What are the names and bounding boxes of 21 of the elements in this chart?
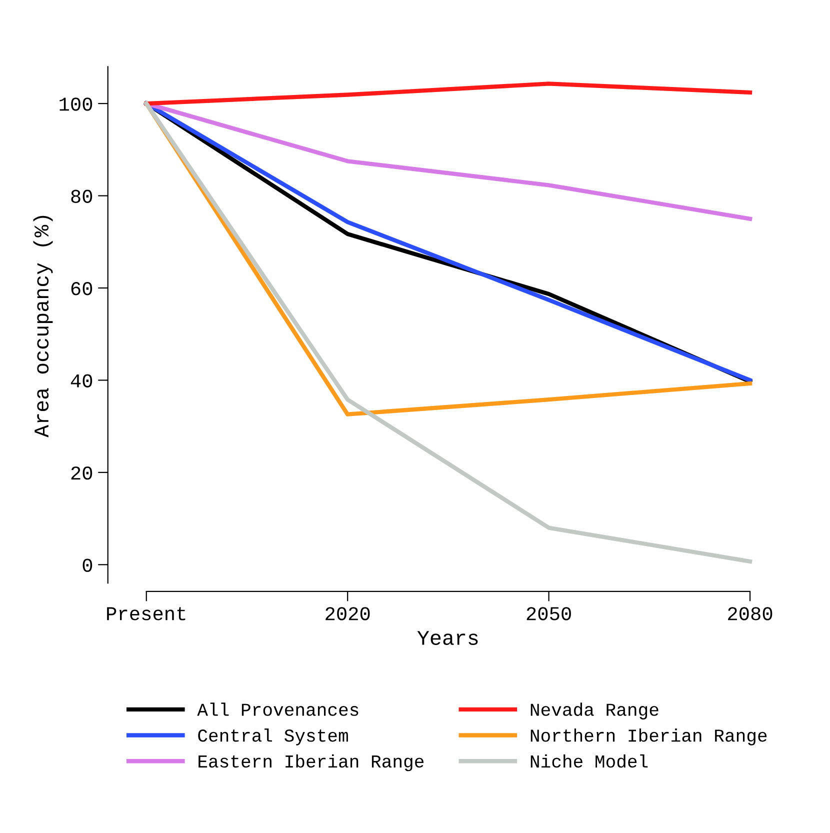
legend-label: Eastern Iberian Range <box>198 754 424 772</box>
y-tick-label: 40 <box>70 374 92 388</box>
y-axis-title: Area occupancy (%) <box>33 216 53 438</box>
line-series <box>144 101 752 221</box>
x-axis-title: Years <box>417 631 478 645</box>
legend-label: All Provenances <box>197 702 358 716</box>
y-tick-label: 60 <box>71 282 92 296</box>
y-tick-label: 20 <box>71 466 92 480</box>
x-tick-label: 2050 <box>526 607 571 620</box>
y-tick-label: 100 <box>60 98 92 111</box>
x-tick-label: 2080 <box>728 607 772 620</box>
legend-label: Niche Model <box>530 754 648 768</box>
y-tick-label: 80 <box>71 190 92 203</box>
x-tick-label: Present <box>107 607 186 620</box>
line-series <box>144 82 752 106</box>
legend-label: Nevada Range <box>530 702 658 720</box>
legend-label: Northern Iberian Range <box>530 728 767 746</box>
line-series <box>144 101 752 564</box>
x-tick-label: 2020 <box>326 607 370 620</box>
legend-label: Central System <box>198 728 348 746</box>
y-tick-label: 0 <box>82 558 92 572</box>
